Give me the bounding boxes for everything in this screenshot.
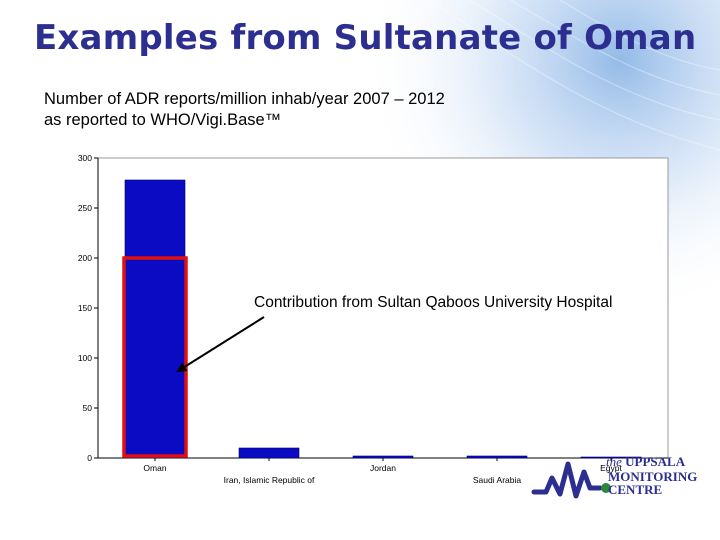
x-tick-label: Oman bbox=[143, 463, 166, 473]
y-tick-label: 250 bbox=[78, 203, 92, 213]
y-tick-label: 300 bbox=[78, 153, 92, 163]
chart-subtitle-line-2: as reported to WHO/Vigi.Base™ bbox=[44, 111, 282, 129]
chart-subtitle-line-1: Number of ADR reports/million inhab/year… bbox=[44, 90, 445, 108]
plot-area bbox=[97, 157, 669, 459]
x-tick-label: Iran, Islamic Republic of bbox=[224, 475, 315, 485]
bar-saudi-arabia bbox=[466, 455, 528, 459]
bar-jordan bbox=[352, 455, 414, 459]
y-tick-label: 150 bbox=[78, 303, 92, 313]
y-tick-label: 100 bbox=[78, 353, 92, 363]
y-tick-label: 50 bbox=[83, 403, 93, 413]
slide-title: Examples from Sultanate of Oman bbox=[34, 18, 697, 58]
logo-text-line-1: UPPSALA bbox=[625, 454, 686, 469]
logo-text-line-2: MONITORING bbox=[608, 469, 698, 484]
uppsala-monitoring-centre-logo: the UPPSALA MONITORING CENTRE bbox=[530, 452, 710, 512]
x-tick-label: Jordan bbox=[370, 463, 396, 473]
logo-text-line-3: CENTRE bbox=[608, 482, 663, 497]
bar-iran-islamic-republic-of bbox=[238, 447, 300, 459]
logo-text-prefix: the bbox=[606, 454, 622, 469]
y-tick-label: 0 bbox=[87, 453, 92, 463]
y-tick-label: 200 bbox=[78, 253, 92, 263]
x-tick-label: Egypt bbox=[600, 463, 622, 473]
logo-pulse-icon bbox=[531, 461, 611, 499]
bar-oman bbox=[124, 179, 186, 459]
x-tick-label: Saudi Arabia bbox=[473, 475, 521, 485]
annotation-label: Contribution from Sultan Qaboos Universi… bbox=[254, 294, 612, 311]
highlight-box bbox=[122, 256, 188, 458]
annotation-arrow bbox=[176, 316, 265, 373]
